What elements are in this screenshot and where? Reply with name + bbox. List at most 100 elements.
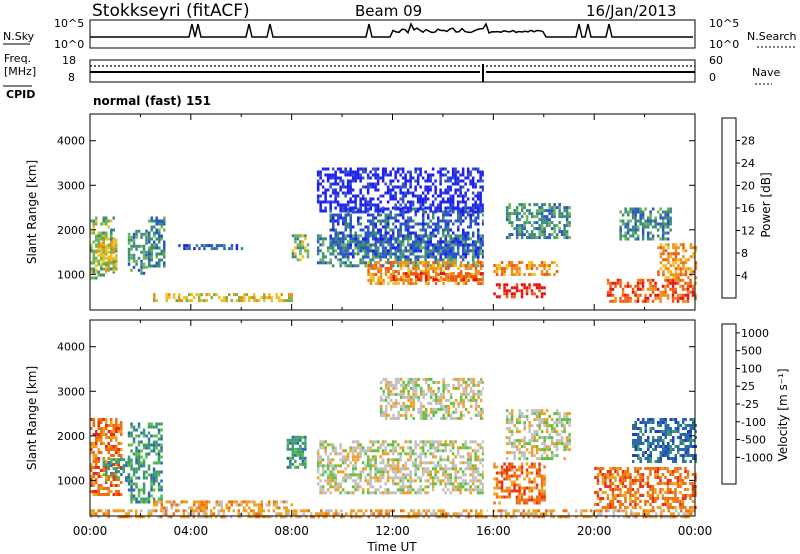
- data-cell: [437, 398, 440, 402]
- data-cell: [520, 292, 524, 296]
- data-cell: [379, 479, 382, 483]
- data-cell: [624, 222, 627, 226]
- data-cell: [235, 247, 239, 251]
- data-cell: [258, 503, 261, 507]
- data-cell: [412, 207, 415, 211]
- data-cell: [354, 449, 357, 453]
- data-cell: [361, 467, 365, 471]
- data-cell: [332, 228, 335, 232]
- data-cell: [296, 258, 300, 262]
- data-cell: [382, 279, 385, 282]
- data-cell: [389, 173, 392, 177]
- data-cell: [548, 209, 551, 213]
- data-cell: [644, 296, 647, 300]
- data-cell: [112, 256, 115, 260]
- data-cell: [505, 218, 509, 222]
- data-cell: [346, 252, 350, 256]
- data-cell: [432, 380, 435, 384]
- data-cell: [316, 173, 320, 177]
- data-cell: [364, 206, 367, 210]
- data-cell: [439, 255, 442, 259]
- data-cell: [437, 243, 440, 247]
- data-cell: [416, 167, 420, 171]
- data-cell: [107, 237, 110, 241]
- data-cell: [474, 167, 477, 171]
- data-cell: [130, 497, 133, 501]
- data-cell: [175, 503, 178, 507]
- data-cell: [339, 237, 342, 241]
- data-cell: [459, 243, 462, 247]
- data-cell: [354, 473, 357, 477]
- data-cell: [389, 179, 392, 183]
- data-cell: [479, 197, 482, 201]
- data-cell: [454, 240, 457, 244]
- data-cell: [228, 500, 231, 504]
- data-cell: [439, 458, 442, 462]
- data-cell: [457, 252, 460, 256]
- data-cell: [644, 207, 647, 211]
- data-cell: [436, 464, 440, 468]
- data-cell: [479, 237, 482, 241]
- data-cell: [421, 461, 425, 465]
- data-cell: [95, 439, 98, 442]
- data-cell: [381, 443, 385, 447]
- data-cell: [397, 272, 400, 276]
- data-cell: [662, 270, 665, 274]
- data-cell: [384, 213, 387, 217]
- data-cell: [646, 299, 650, 303]
- data-cell: [389, 398, 393, 402]
- data-cell: [404, 410, 408, 414]
- data-cell: [304, 465, 307, 469]
- data-cell: [324, 261, 327, 265]
- data-cell: [394, 216, 397, 220]
- data-cell: [102, 222, 105, 226]
- data-cell: [404, 219, 407, 223]
- data-cell: [429, 440, 432, 444]
- data-cell: [530, 486, 534, 490]
- data-cell: [447, 279, 450, 282]
- data-cell: [384, 252, 387, 256]
- data-cell: [429, 443, 432, 447]
- data-cell: [619, 231, 622, 235]
- data-cell: [543, 495, 546, 499]
- data-cell: [391, 185, 395, 189]
- data-cell: [399, 222, 402, 226]
- data-cell: [505, 264, 509, 267]
- data-cell: [446, 476, 450, 480]
- data-cell: [127, 253, 131, 257]
- data-cell: [248, 296, 251, 300]
- data-cell: [409, 413, 413, 417]
- data-cell: [95, 430, 98, 433]
- data-cell: [332, 237, 335, 241]
- data-cell: [188, 299, 191, 303]
- data-cell: [294, 252, 297, 256]
- data-cell: [105, 216, 108, 220]
- data-cell: [145, 256, 148, 260]
- data-cell: [439, 267, 443, 270]
- data-cell: [503, 273, 506, 276]
- data-cell: [548, 424, 551, 428]
- data-cell: [634, 222, 637, 226]
- data-cell: [331, 243, 335, 247]
- data-cell: [466, 176, 470, 180]
- data-cell: [377, 267, 380, 270]
- data-cell: [397, 213, 400, 217]
- data-cell: [432, 270, 435, 273]
- data-cell: [152, 467, 156, 471]
- data-cell: [634, 290, 637, 294]
- data-cell: [456, 452, 460, 456]
- data-cell: [518, 224, 521, 228]
- data-cell: [92, 451, 95, 454]
- data-cell: [520, 236, 524, 240]
- data-cell: [674, 273, 678, 277]
- data-cell: [454, 179, 457, 183]
- data-cell: [215, 244, 219, 248]
- data-cell: [424, 377, 428, 381]
- data-cell: [198, 296, 201, 300]
- data-cell: [530, 433, 534, 437]
- data-cell: [406, 237, 410, 241]
- data-cell: [439, 449, 442, 453]
- data-cell: [464, 467, 467, 471]
- data-cell: [508, 442, 511, 446]
- data-cell: [160, 494, 163, 498]
